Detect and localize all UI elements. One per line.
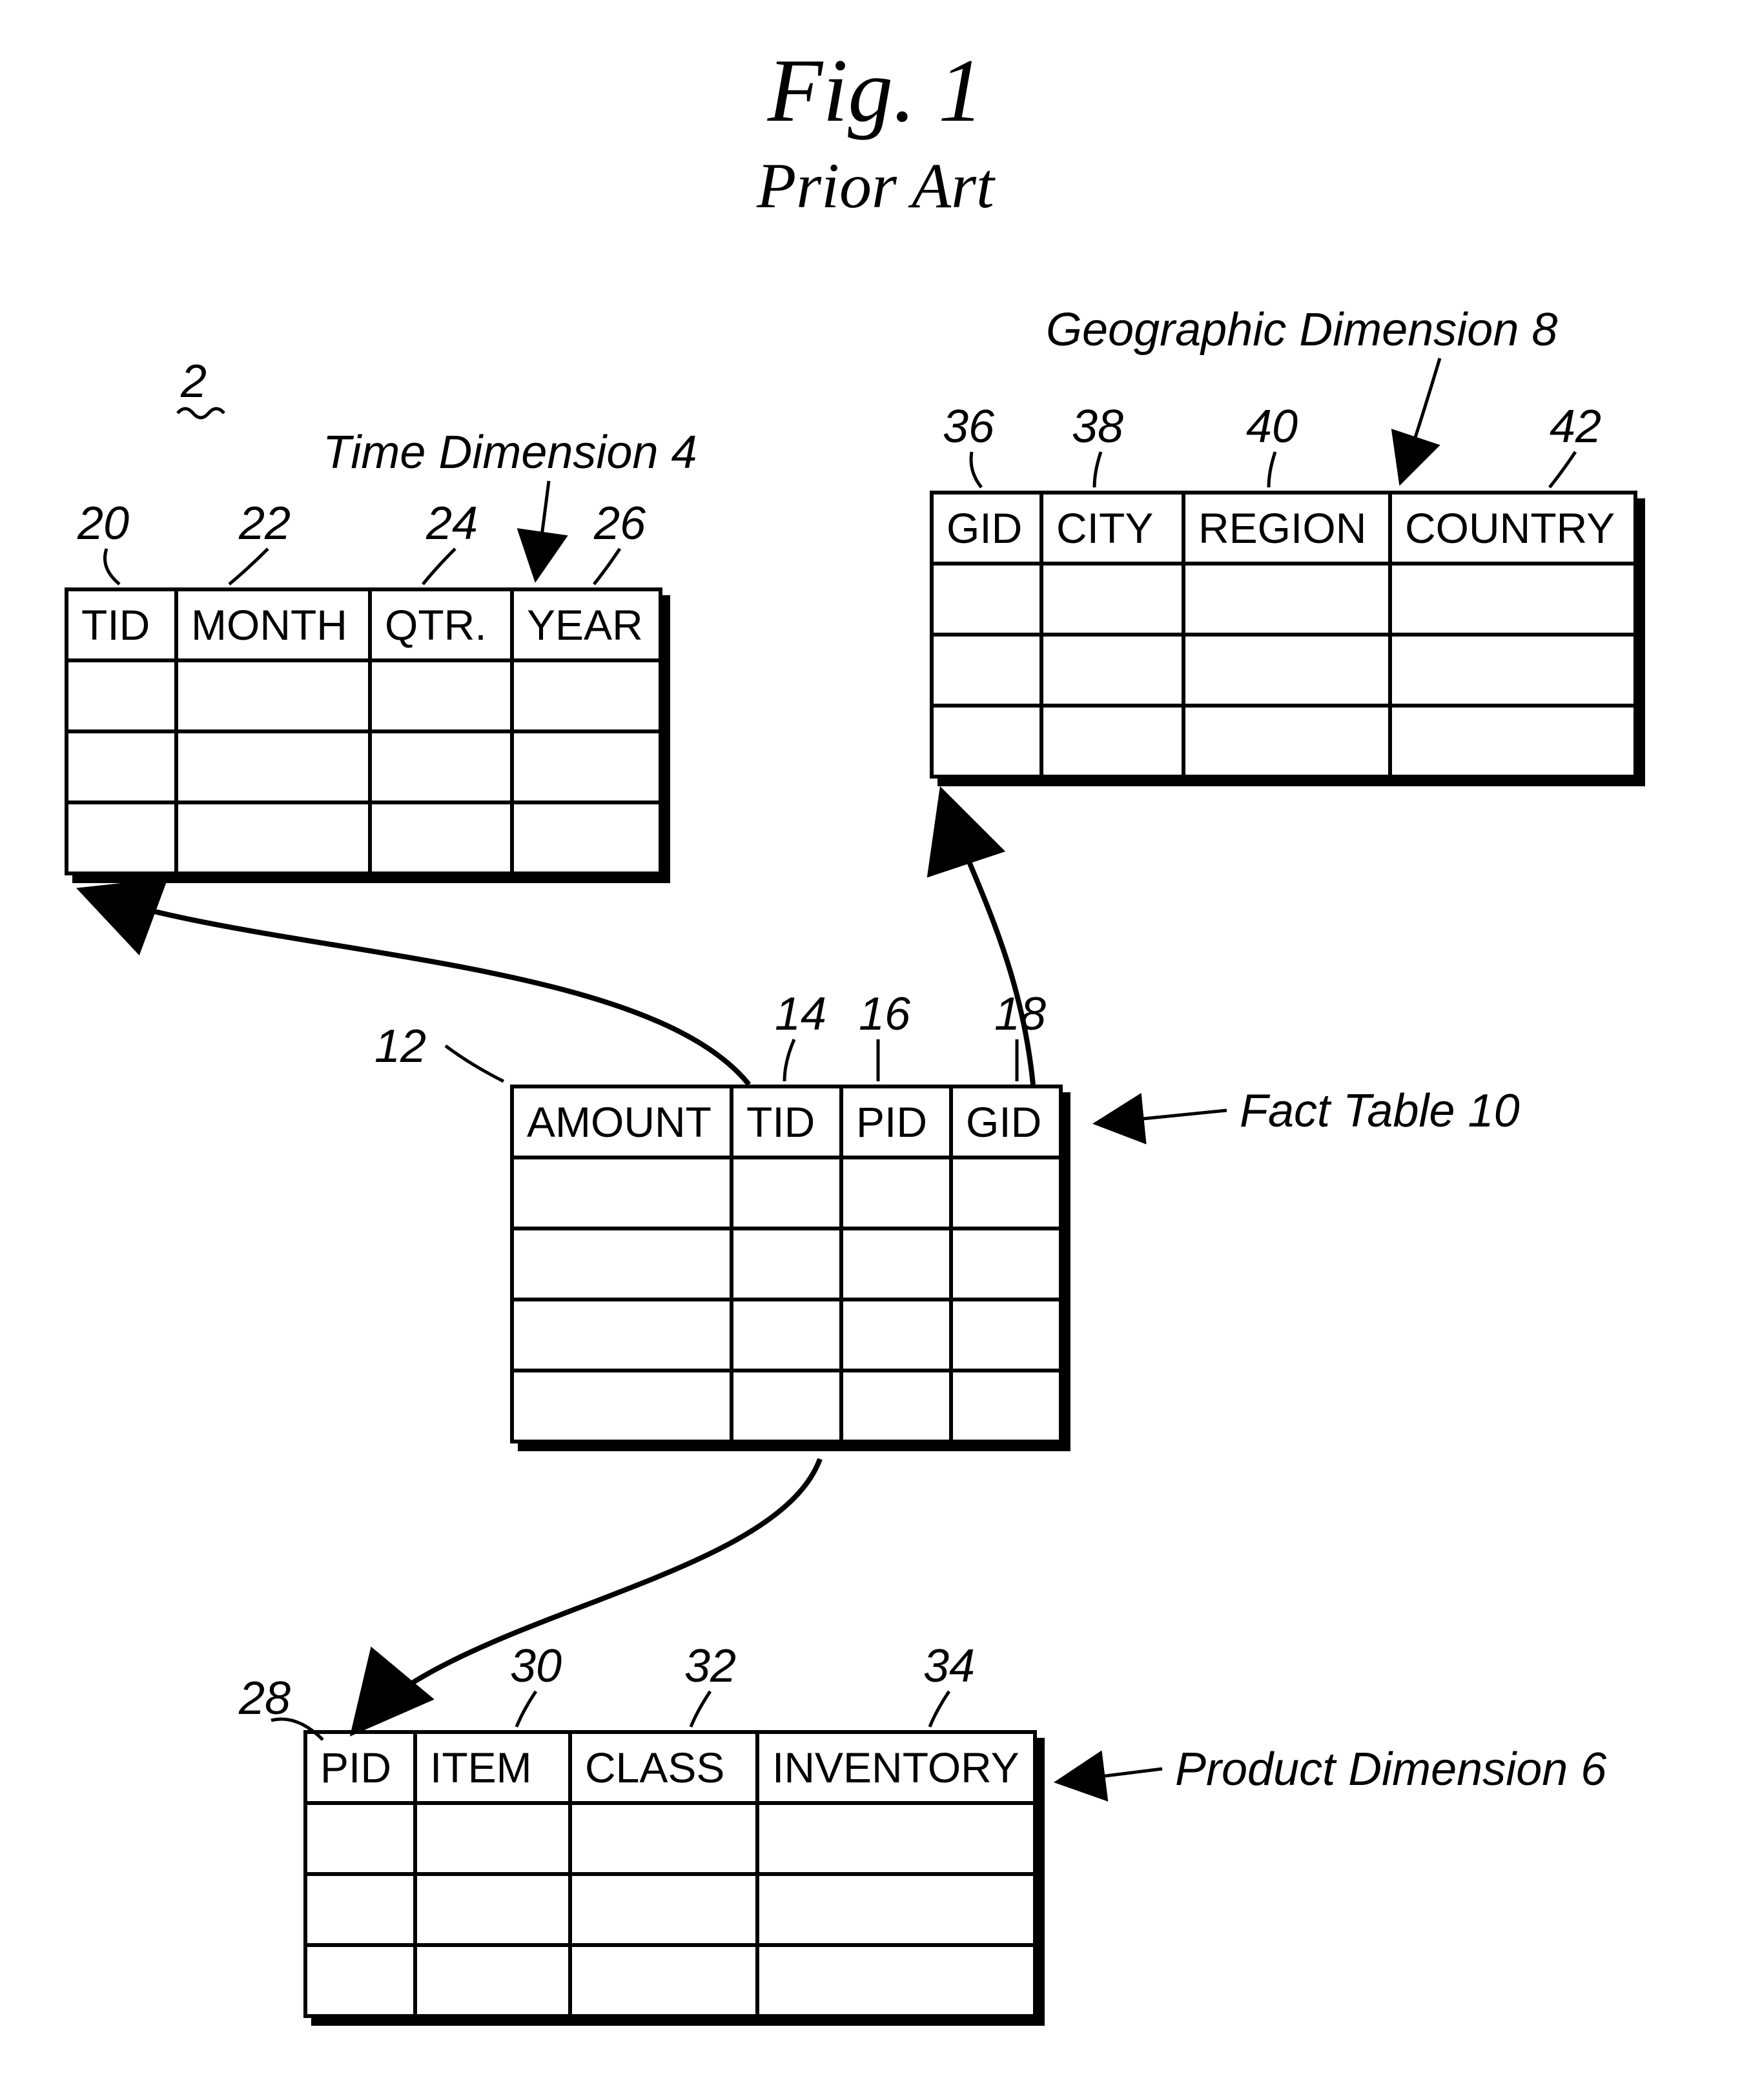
- fact-table-label: Fact Table 10: [1240, 1085, 1520, 1137]
- table-cell: [512, 1157, 732, 1228]
- column-header: TID: [67, 589, 176, 660]
- table-cell: [370, 802, 512, 873]
- table-cell: [732, 1300, 841, 1371]
- column-header: QTR.: [370, 589, 512, 660]
- table-cell: [67, 660, 176, 731]
- figure-subtitle: Prior Art: [0, 148, 1751, 223]
- ref-2: 2: [181, 355, 207, 408]
- figure-title: Fig. 1: [0, 39, 1751, 143]
- geo-dimension-label: Geographic Dimension 8: [1046, 303, 1557, 356]
- table-cell: [1390, 564, 1635, 635]
- ref-38: 38: [1072, 400, 1123, 453]
- ref-12: 12: [374, 1020, 426, 1073]
- table-cell: [176, 660, 370, 731]
- table-cell: [176, 802, 370, 873]
- table-cell: [732, 1228, 841, 1300]
- column-header: GID: [932, 493, 1041, 564]
- column-header: INVENTORY: [757, 1732, 1035, 1803]
- table-cell: [1041, 564, 1183, 635]
- table-cell: [732, 1157, 841, 1228]
- ref-22: 22: [239, 497, 291, 550]
- ref-30: 30: [510, 1640, 562, 1693]
- table-cell: [1183, 706, 1390, 777]
- ref-18: 18: [994, 988, 1046, 1041]
- ref-14: 14: [775, 988, 826, 1041]
- table-cell: [841, 1371, 951, 1442]
- table-cell: [732, 1371, 841, 1442]
- table-cell: [1041, 706, 1183, 777]
- table-cell: [305, 1803, 415, 1874]
- table-cell: [570, 1803, 757, 1874]
- table-cell: [951, 1228, 1061, 1300]
- table-cell: [415, 1874, 570, 1945]
- column-header: CLASS: [570, 1732, 757, 1803]
- table-cell: [176, 731, 370, 802]
- table-cell: [370, 731, 512, 802]
- ref-24: 24: [426, 497, 478, 550]
- ref-40: 40: [1246, 400, 1298, 453]
- table-cell: [512, 660, 660, 731]
- column-header: GID: [951, 1086, 1061, 1157]
- time-dimension-label: Time Dimension 4: [323, 426, 697, 479]
- table-cell: [932, 635, 1041, 706]
- table-cell: [512, 731, 660, 802]
- table-cell: [305, 1945, 415, 2016]
- table-cell: [570, 1874, 757, 1945]
- table-cell: [67, 802, 176, 873]
- table-cell: [1041, 635, 1183, 706]
- table-cell: [1183, 635, 1390, 706]
- table-cell: [951, 1157, 1061, 1228]
- table-cell: [415, 1945, 570, 2016]
- table-cell: [512, 802, 660, 873]
- ref-26: 26: [594, 497, 646, 550]
- ref-34: 34: [923, 1640, 975, 1693]
- ref-36: 36: [943, 400, 994, 453]
- ref-42: 42: [1550, 400, 1601, 453]
- column-header: REGION: [1183, 493, 1390, 564]
- table-cell: [512, 1371, 732, 1442]
- prod-dimension-label: Product Dimension 6: [1175, 1743, 1606, 1796]
- table-cell: [841, 1228, 951, 1300]
- table-cell: [512, 1300, 732, 1371]
- table-cell: [415, 1803, 570, 1874]
- table-cell: [951, 1300, 1061, 1371]
- geo-dimension-table: GIDCITYREGIONCOUNTRY: [930, 491, 1637, 779]
- ref-32: 32: [684, 1640, 736, 1693]
- table-cell: [512, 1228, 732, 1300]
- table-cell: [67, 731, 176, 802]
- column-header: PID: [841, 1086, 951, 1157]
- table-cell: [841, 1157, 951, 1228]
- table-cell: [932, 706, 1041, 777]
- fact-table: AMOUNTTIDPIDGID: [510, 1085, 1063, 1443]
- column-header: PID: [305, 1732, 415, 1803]
- time-dimension-table: TIDMONTHQTR.YEAR: [65, 587, 662, 875]
- ref-20: 20: [77, 497, 129, 550]
- table-cell: [951, 1371, 1061, 1442]
- table-cell: [1390, 635, 1635, 706]
- table-cell: [1390, 706, 1635, 777]
- ref-16: 16: [859, 988, 910, 1041]
- table-cell: [757, 1803, 1035, 1874]
- column-header: CITY: [1041, 493, 1183, 564]
- ref-28: 28: [239, 1672, 291, 1725]
- column-header: TID: [732, 1086, 841, 1157]
- table-cell: [757, 1945, 1035, 2016]
- column-header: ITEM: [415, 1732, 570, 1803]
- product-dimension-table: PIDITEMCLASSINVENTORY: [303, 1730, 1037, 2018]
- table-cell: [305, 1874, 415, 1945]
- column-header: YEAR: [512, 589, 660, 660]
- table-cell: [570, 1945, 757, 2016]
- table-cell: [370, 660, 512, 731]
- table-cell: [1183, 564, 1390, 635]
- column-header: COUNTRY: [1390, 493, 1635, 564]
- table-cell: [932, 564, 1041, 635]
- table-cell: [841, 1300, 951, 1371]
- figure-canvas: Fig. 1 Prior Art 2 Time Dimension 4 20 2…: [0, 0, 1751, 2100]
- column-header: AMOUNT: [512, 1086, 732, 1157]
- column-header: MONTH: [176, 589, 370, 660]
- table-cell: [757, 1874, 1035, 1945]
